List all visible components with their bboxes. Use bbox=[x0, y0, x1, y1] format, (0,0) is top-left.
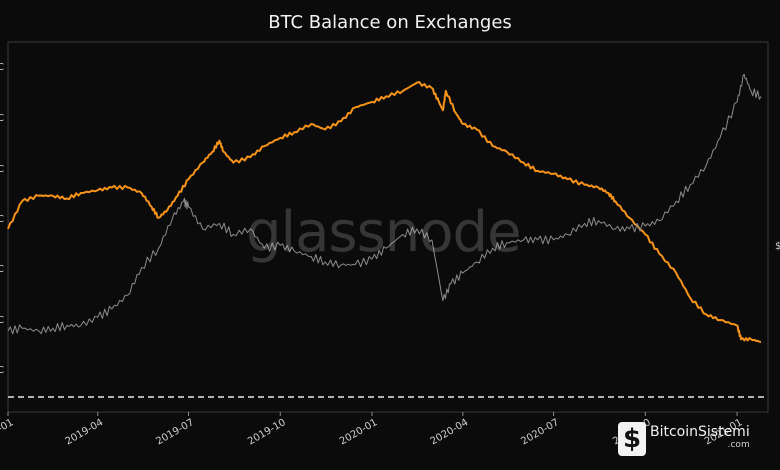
left-tick-label: C bbox=[0, 62, 4, 73]
x-tick-label: 2019-10 bbox=[246, 417, 288, 447]
series-line-gray bbox=[7, 73, 762, 335]
chart-title: BTC Balance on Exchanges bbox=[268, 12, 512, 33]
left-tick-label: C bbox=[0, 264, 4, 275]
left-axis-ticks: C C C C C C C bbox=[0, 62, 4, 376]
x-tick-label: 2019-07 bbox=[154, 417, 196, 447]
brand-name: BitcoinSistemi bbox=[650, 424, 750, 440]
left-tick-label: C bbox=[0, 113, 4, 124]
series-layer bbox=[7, 73, 762, 343]
x-tick-label: 2020-01 bbox=[338, 417, 380, 447]
bitcoinsistemi-logo: $ BitcoinSistemi .com bbox=[618, 422, 750, 456]
right-axis-tick-label: $ bbox=[775, 241, 780, 252]
left-tick-label: C bbox=[0, 214, 4, 225]
bitcoinsistemi-icon: $ bbox=[618, 422, 646, 456]
left-tick-label: C bbox=[0, 365, 4, 376]
x-tick-label: 2019-01 bbox=[0, 417, 16, 447]
x-tick-label: 2019-04 bbox=[64, 417, 106, 447]
x-tick-label: 2020-04 bbox=[429, 417, 471, 447]
series-line-orange bbox=[7, 81, 762, 343]
watermark-glassnode: glassnode bbox=[246, 200, 522, 265]
left-tick-label: C bbox=[0, 164, 4, 175]
brand-domain: .com bbox=[727, 440, 750, 450]
x-tick-label: 2020-07 bbox=[519, 417, 561, 447]
left-tick-label: C bbox=[0, 315, 4, 326]
brand-text: BitcoinSistemi .com bbox=[650, 424, 750, 452]
